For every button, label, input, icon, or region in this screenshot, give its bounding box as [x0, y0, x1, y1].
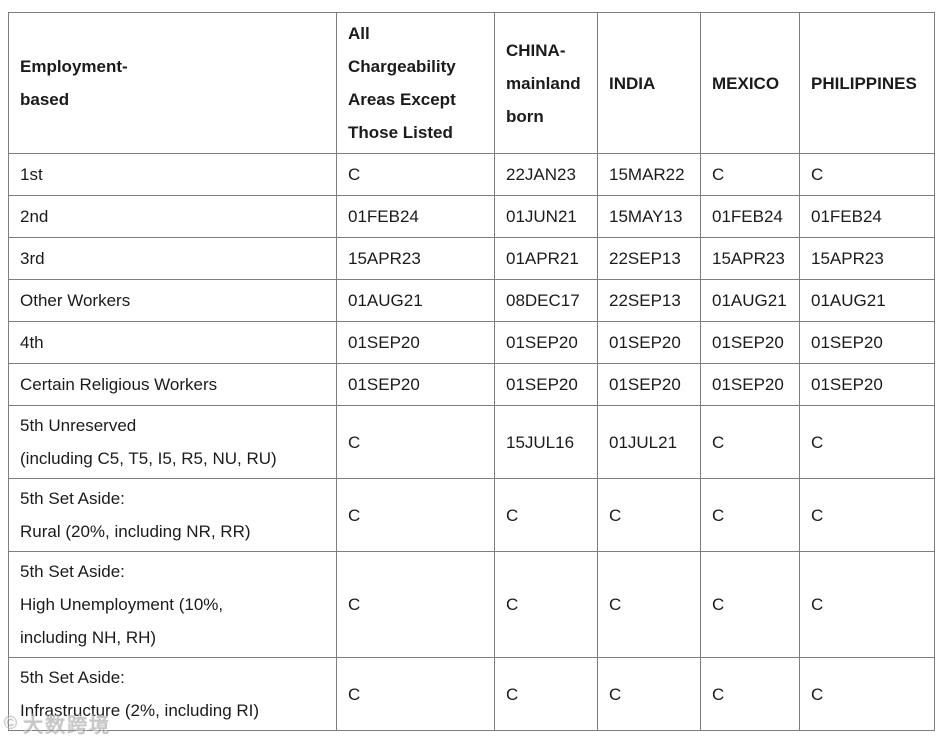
date-cell: 01SEP20: [494, 363, 598, 406]
date-cell: C: [336, 657, 495, 731]
date-cell: 01SEP20: [700, 321, 800, 364]
date-cell: C: [700, 551, 800, 658]
row-label: 5th Unreserved (including C5, T5, I5, R5…: [8, 405, 337, 479]
date-cell: 01FEB24: [336, 195, 495, 238]
table-row: 4th 01SEP20 01SEP20 01SEP20 01SEP20 01SEP20: [8, 321, 935, 364]
table-row: 2nd 01FEB24 01JUN21 15MAY13 01FEB24 01FEB24: [8, 195, 935, 238]
employment-based-visa-table: Employment- based All Chargeability Areas…: [8, 12, 935, 731]
header-row: Employment- based All Chargeability Areas…: [8, 12, 935, 154]
date-cell: 22SEP13: [597, 237, 701, 280]
column-header-3: INDIA: [597, 12, 701, 154]
visa-bulletin-table-container: Employment- based All Chargeability Areas…: [8, 12, 935, 731]
date-cell: C: [799, 478, 935, 552]
date-cell: 01JUN21: [494, 195, 598, 238]
table-row: 5th Set Aside: High Unemployment (10%, i…: [8, 551, 935, 658]
date-cell: C: [597, 551, 701, 658]
row-label: 4th: [8, 321, 337, 364]
date-cell: C: [700, 478, 800, 552]
date-cell: 01SEP20: [597, 321, 701, 364]
date-cell: 15JUL16: [494, 405, 598, 479]
row-label: Other Workers: [8, 279, 337, 322]
row-label: 1st: [8, 153, 337, 196]
table-body: 1st C 22JAN23 15MAR22 C C 2nd 01FEB24 01JUN21 15M…: [8, 153, 935, 731]
date-cell: C: [494, 551, 598, 658]
column-header-1: All Chargeability Areas Except Those Lis…: [336, 12, 495, 154]
row-label: 3rd: [8, 237, 337, 280]
column-header-0: Employment- based: [8, 12, 337, 154]
date-cell: 01AUG21: [700, 279, 800, 322]
date-cell: 01AUG21: [336, 279, 495, 322]
row-label: 5th Set Aside: Rural (20%, including NR,…: [8, 478, 337, 552]
date-cell: C: [494, 478, 598, 552]
date-cell: C: [799, 153, 935, 196]
date-cell: C: [597, 478, 701, 552]
date-cell: 01SEP20: [336, 363, 495, 406]
table-row: 5th Unreserved (including C5, T5, I5, R5…: [8, 405, 935, 479]
date-cell: C: [700, 405, 800, 479]
date-cell: 08DEC17: [494, 279, 598, 322]
date-cell: C: [799, 551, 935, 658]
date-cell: 01AUG21: [799, 279, 935, 322]
table-row: 1st C 22JAN23 15MAR22 C C: [8, 153, 935, 196]
date-cell: C: [799, 405, 935, 479]
date-cell: 22SEP13: [597, 279, 701, 322]
date-cell: C: [494, 657, 598, 731]
row-label: Certain Religious Workers: [8, 363, 337, 406]
date-cell: 01SEP20: [700, 363, 800, 406]
date-cell: 01FEB24: [700, 195, 800, 238]
date-cell: 01JUL21: [597, 405, 701, 479]
date-cell: C: [700, 657, 800, 731]
date-cell: 15MAY13: [597, 195, 701, 238]
date-cell: C: [597, 657, 701, 731]
date-cell: 15MAR22: [597, 153, 701, 196]
date-cell: C: [336, 153, 495, 196]
date-cell: 01SEP20: [597, 363, 701, 406]
date-cell: 15APR23: [336, 237, 495, 280]
table-row: 3rd 15APR23 01APR21 22SEP13 15APR23 15APR23: [8, 237, 935, 280]
date-cell: 01SEP20: [799, 321, 935, 364]
table-row: Other Workers 01AUG21 08DEC17 22SEP13 01AUG2…: [8, 279, 935, 322]
date-cell: 01SEP20: [336, 321, 495, 364]
date-cell: 01FEB24: [799, 195, 935, 238]
table-row: Certain Religious Workers 01SEP20 01SEP20 0…: [8, 363, 935, 406]
date-cell: 01APR21: [494, 237, 598, 280]
date-cell: C: [700, 153, 800, 196]
table-row: 5th Set Aside: Rural (20%, including NR,…: [8, 478, 935, 552]
row-label: 5th Set Aside: Infrastructure (2%, inclu…: [8, 657, 337, 731]
date-cell: 22JAN23: [494, 153, 598, 196]
table-row: 5th Set Aside: Infrastructure (2%, inclu…: [8, 657, 935, 731]
date-cell: 01SEP20: [799, 363, 935, 406]
date-cell: 15APR23: [700, 237, 800, 280]
row-label: 2nd: [8, 195, 337, 238]
date-cell: 01SEP20: [494, 321, 598, 364]
date-cell: C: [336, 478, 495, 552]
column-header-2: CHINA- mainland born: [494, 12, 598, 154]
column-header-5: PHILIPPINES: [799, 12, 935, 154]
date-cell: 15APR23: [799, 237, 935, 280]
row-label: 5th Set Aside: High Unemployment (10%, i…: [8, 551, 337, 658]
date-cell: C: [336, 551, 495, 658]
date-cell: C: [799, 657, 935, 731]
date-cell: C: [336, 405, 495, 479]
column-header-4: MEXICO: [700, 12, 800, 154]
